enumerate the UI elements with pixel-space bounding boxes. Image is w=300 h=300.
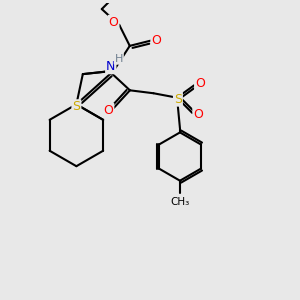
Text: O: O xyxy=(109,16,118,29)
Text: O: O xyxy=(103,104,113,117)
Text: S: S xyxy=(72,100,80,113)
Text: H: H xyxy=(115,54,123,64)
Text: N: N xyxy=(106,60,116,73)
Text: O: O xyxy=(151,34,161,47)
Text: O: O xyxy=(193,108,203,121)
Text: O: O xyxy=(195,77,205,90)
Text: CH₃: CH₃ xyxy=(170,197,190,208)
Text: S: S xyxy=(174,93,182,106)
